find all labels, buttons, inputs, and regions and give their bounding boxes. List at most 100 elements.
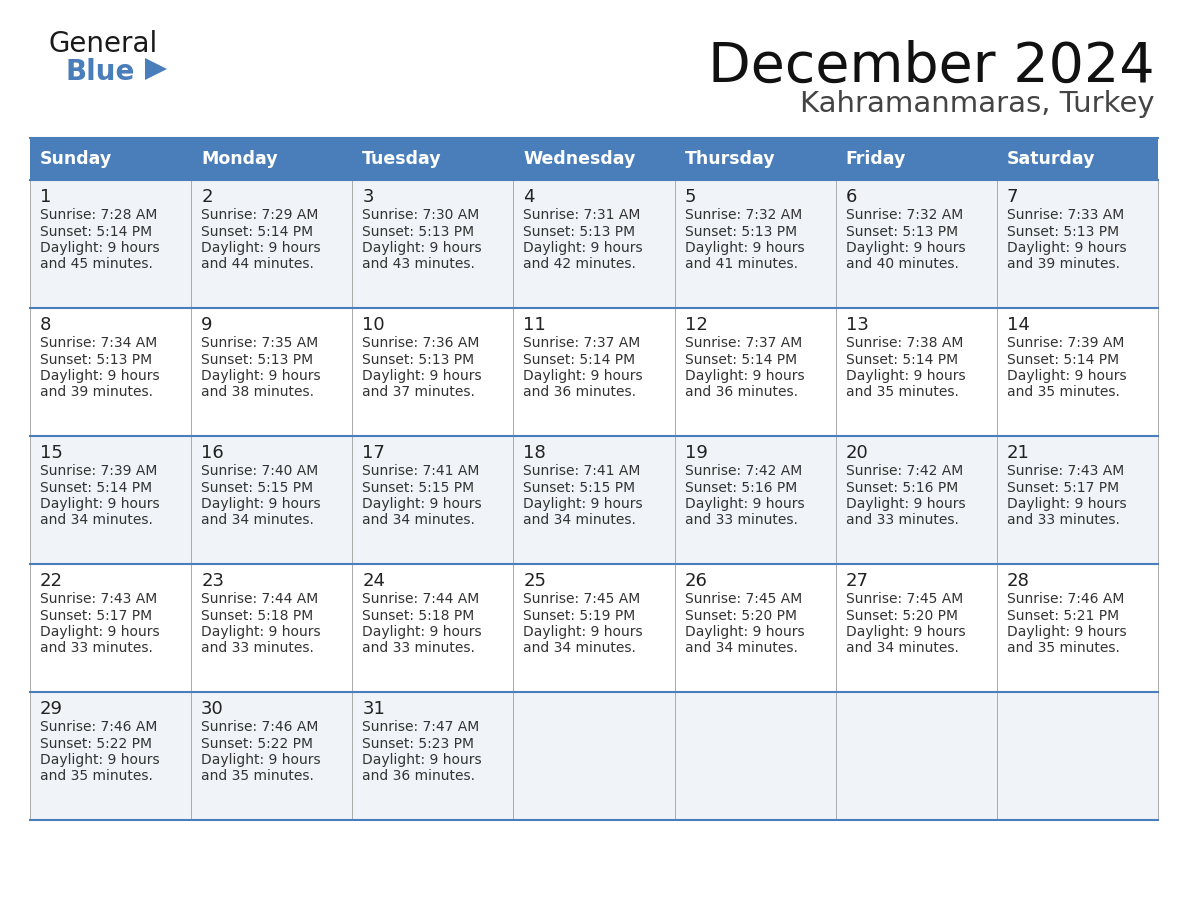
Text: and 34 minutes.: and 34 minutes. — [362, 513, 475, 528]
Bar — [835, 308, 997, 436]
Text: Sunset: 5:14 PM: Sunset: 5:14 PM — [40, 480, 152, 495]
Text: and 35 minutes.: and 35 minutes. — [40, 769, 153, 783]
Text: Daylight: 9 hours: Daylight: 9 hours — [362, 753, 482, 767]
Text: Sunrise: 7:31 AM: Sunrise: 7:31 AM — [524, 208, 640, 222]
Text: Sunset: 5:13 PM: Sunset: 5:13 PM — [684, 225, 797, 239]
Text: and 39 minutes.: and 39 minutes. — [1007, 258, 1120, 272]
Text: 26: 26 — [684, 572, 707, 590]
Text: Blue: Blue — [67, 58, 135, 86]
Text: Sunset: 5:18 PM: Sunset: 5:18 PM — [201, 609, 314, 622]
Text: and 37 minutes.: and 37 minutes. — [362, 386, 475, 399]
Text: Sunset: 5:15 PM: Sunset: 5:15 PM — [524, 480, 636, 495]
Bar — [353, 564, 513, 692]
Text: and 41 minutes.: and 41 minutes. — [684, 258, 797, 272]
Text: Sunset: 5:16 PM: Sunset: 5:16 PM — [846, 480, 958, 495]
Text: and 36 minutes.: and 36 minutes. — [362, 769, 475, 783]
Text: 20: 20 — [846, 444, 868, 462]
Text: Daylight: 9 hours: Daylight: 9 hours — [684, 497, 804, 511]
Text: 27: 27 — [846, 572, 868, 590]
Text: Sunset: 5:16 PM: Sunset: 5:16 PM — [684, 480, 797, 495]
Bar — [835, 564, 997, 692]
Text: and 33 minutes.: and 33 minutes. — [684, 513, 797, 528]
Text: and 35 minutes.: and 35 minutes. — [846, 386, 959, 399]
Bar — [835, 692, 997, 820]
Text: 12: 12 — [684, 316, 707, 334]
Text: Daylight: 9 hours: Daylight: 9 hours — [846, 241, 966, 255]
Bar — [997, 180, 1158, 308]
Bar — [835, 138, 997, 180]
Text: and 34 minutes.: and 34 minutes. — [201, 513, 314, 528]
Text: Sunrise: 7:41 AM: Sunrise: 7:41 AM — [362, 464, 480, 478]
Text: Daylight: 9 hours: Daylight: 9 hours — [524, 241, 643, 255]
Text: Daylight: 9 hours: Daylight: 9 hours — [362, 241, 482, 255]
Text: 2: 2 — [201, 188, 213, 206]
Text: 28: 28 — [1007, 572, 1030, 590]
Text: and 36 minutes.: and 36 minutes. — [524, 386, 637, 399]
Bar — [191, 436, 353, 564]
Text: Sunrise: 7:40 AM: Sunrise: 7:40 AM — [201, 464, 318, 478]
Text: Sunrise: 7:42 AM: Sunrise: 7:42 AM — [846, 464, 963, 478]
Text: and 42 minutes.: and 42 minutes. — [524, 258, 637, 272]
Bar — [997, 436, 1158, 564]
Bar — [353, 138, 513, 180]
Text: Daylight: 9 hours: Daylight: 9 hours — [40, 753, 159, 767]
Text: and 35 minutes.: and 35 minutes. — [1007, 642, 1120, 655]
Text: and 45 minutes.: and 45 minutes. — [40, 258, 153, 272]
Text: 5: 5 — [684, 188, 696, 206]
Text: Daylight: 9 hours: Daylight: 9 hours — [362, 369, 482, 383]
Text: Sunrise: 7:34 AM: Sunrise: 7:34 AM — [40, 336, 157, 350]
Bar — [675, 180, 835, 308]
Text: Sunrise: 7:46 AM: Sunrise: 7:46 AM — [1007, 592, 1124, 606]
Text: Sunrise: 7:32 AM: Sunrise: 7:32 AM — [846, 208, 963, 222]
Bar — [675, 564, 835, 692]
Bar — [675, 436, 835, 564]
Bar — [513, 138, 675, 180]
Text: Sunrise: 7:30 AM: Sunrise: 7:30 AM — [362, 208, 480, 222]
Text: Sunrise: 7:32 AM: Sunrise: 7:32 AM — [684, 208, 802, 222]
Text: Sunset: 5:13 PM: Sunset: 5:13 PM — [201, 353, 314, 366]
Text: 9: 9 — [201, 316, 213, 334]
Text: and 34 minutes.: and 34 minutes. — [684, 642, 797, 655]
Text: 23: 23 — [201, 572, 225, 590]
Bar — [513, 564, 675, 692]
Text: Daylight: 9 hours: Daylight: 9 hours — [201, 497, 321, 511]
Text: 13: 13 — [846, 316, 868, 334]
Text: Sunrise: 7:28 AM: Sunrise: 7:28 AM — [40, 208, 157, 222]
Text: Daylight: 9 hours: Daylight: 9 hours — [524, 625, 643, 639]
Text: Sunrise: 7:37 AM: Sunrise: 7:37 AM — [524, 336, 640, 350]
Text: Sunrise: 7:39 AM: Sunrise: 7:39 AM — [40, 464, 157, 478]
Text: and 35 minutes.: and 35 minutes. — [1007, 386, 1120, 399]
Text: Daylight: 9 hours: Daylight: 9 hours — [201, 753, 321, 767]
Text: Sunset: 5:22 PM: Sunset: 5:22 PM — [40, 736, 152, 751]
Text: and 38 minutes.: and 38 minutes. — [201, 386, 314, 399]
Text: Daylight: 9 hours: Daylight: 9 hours — [201, 625, 321, 639]
Text: Sunset: 5:13 PM: Sunset: 5:13 PM — [846, 225, 958, 239]
Text: Sunrise: 7:43 AM: Sunrise: 7:43 AM — [40, 592, 157, 606]
Bar — [191, 564, 353, 692]
Bar — [30, 564, 191, 692]
Text: Sunrise: 7:47 AM: Sunrise: 7:47 AM — [362, 720, 480, 734]
Text: Daylight: 9 hours: Daylight: 9 hours — [40, 497, 159, 511]
Bar — [30, 180, 191, 308]
Text: Daylight: 9 hours: Daylight: 9 hours — [362, 625, 482, 639]
Text: Sunrise: 7:33 AM: Sunrise: 7:33 AM — [1007, 208, 1124, 222]
Text: Sunrise: 7:45 AM: Sunrise: 7:45 AM — [846, 592, 963, 606]
Bar — [353, 308, 513, 436]
Text: 14: 14 — [1007, 316, 1030, 334]
Text: 15: 15 — [40, 444, 63, 462]
Text: Sunset: 5:22 PM: Sunset: 5:22 PM — [201, 736, 314, 751]
Bar — [30, 308, 191, 436]
Text: Sunrise: 7:45 AM: Sunrise: 7:45 AM — [524, 592, 640, 606]
Text: Sunrise: 7:39 AM: Sunrise: 7:39 AM — [1007, 336, 1124, 350]
Text: 19: 19 — [684, 444, 707, 462]
Text: Sunset: 5:20 PM: Sunset: 5:20 PM — [684, 609, 797, 622]
Text: Sunrise: 7:29 AM: Sunrise: 7:29 AM — [201, 208, 318, 222]
Text: Daylight: 9 hours: Daylight: 9 hours — [684, 369, 804, 383]
Bar — [191, 138, 353, 180]
Text: Sunset: 5:15 PM: Sunset: 5:15 PM — [201, 480, 314, 495]
Text: and 43 minutes.: and 43 minutes. — [362, 258, 475, 272]
Text: and 39 minutes.: and 39 minutes. — [40, 386, 153, 399]
Text: 30: 30 — [201, 700, 223, 718]
Bar — [191, 308, 353, 436]
Bar — [997, 564, 1158, 692]
